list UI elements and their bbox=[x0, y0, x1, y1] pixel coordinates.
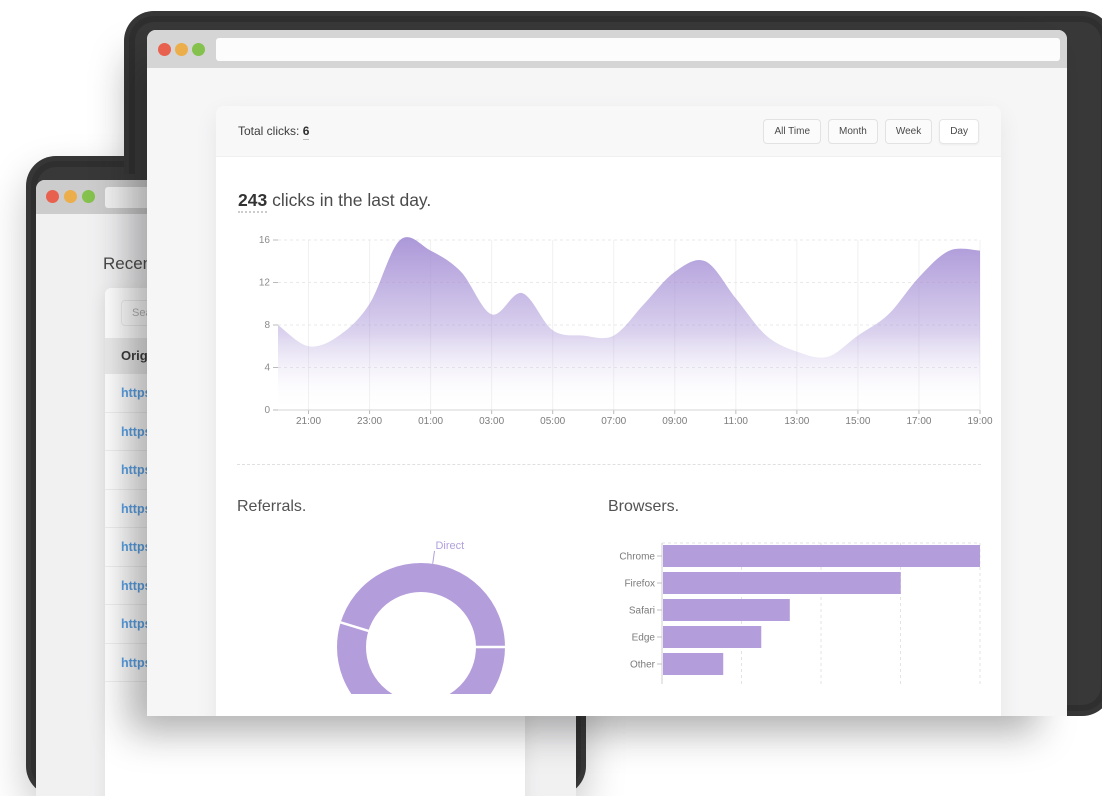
total-clicks-value: 6 bbox=[302, 124, 310, 140]
svg-text:4: 4 bbox=[264, 363, 270, 374]
svg-text:19:00: 19:00 bbox=[967, 416, 992, 427]
svg-text:05:00: 05:00 bbox=[540, 416, 565, 427]
front-browser: Total clicks: 6 All Time Month Week Day 243… bbox=[124, 11, 1102, 716]
filter-button-day[interactable]: Day bbox=[939, 118, 979, 144]
svg-text:13:00: 13:00 bbox=[784, 416, 809, 427]
clicks-count: 243 bbox=[238, 190, 268, 213]
svg-text:15:00: 15:00 bbox=[845, 416, 870, 427]
total-clicks-label: Total clicks: bbox=[238, 124, 300, 138]
front-browser-window: Total clicks: 6 All Time Month Week Day 243… bbox=[147, 30, 1067, 716]
front-titlebar bbox=[147, 30, 1067, 68]
svg-text:Direct: Direct bbox=[435, 540, 464, 552]
svg-text:8: 8 bbox=[264, 320, 270, 331]
traffic-light-maximize-icon[interactable] bbox=[82, 190, 95, 203]
traffic-light-minimize-icon[interactable] bbox=[175, 43, 188, 56]
clicks-headline: 243 clicks in the last day. bbox=[238, 190, 432, 213]
svg-text:01:00: 01:00 bbox=[418, 416, 443, 427]
svg-text:07:00: 07:00 bbox=[601, 416, 626, 427]
traffic-light-close-icon[interactable] bbox=[158, 43, 171, 56]
total-clicks: Total clicks: 6 bbox=[238, 124, 310, 140]
front-url-input[interactable] bbox=[216, 38, 1060, 61]
svg-text:Edge: Edge bbox=[632, 633, 656, 644]
svg-text:17:00: 17:00 bbox=[906, 416, 931, 427]
traffic-light-maximize-icon[interactable] bbox=[192, 43, 205, 56]
svg-text:Firefox: Firefox bbox=[624, 579, 655, 590]
svg-text:16: 16 bbox=[259, 235, 271, 246]
svg-text:11:00: 11:00 bbox=[724, 416, 749, 427]
filter-button-week[interactable]: Week bbox=[884, 118, 933, 144]
section-divider bbox=[237, 464, 981, 465]
svg-text:Safari: Safari bbox=[629, 606, 655, 617]
browsers-title: Browsers. bbox=[608, 498, 680, 515]
svg-text:Other: Other bbox=[630, 660, 656, 671]
clicks-headline-text: clicks in the last day. bbox=[267, 190, 432, 210]
clicks-area-chart: 21:00 23:00 01:00 03:00 05:00 07:00 09:00 11:00… bbox=[259, 235, 993, 427]
card-header: Total clicks: 6 All Time Month Week Day bbox=[216, 106, 1001, 157]
referrals-title: Referrals. bbox=[237, 498, 307, 515]
analytics-card: Total clicks: 6 All Time Month Week Day 243… bbox=[216, 106, 1001, 716]
browsers-bar-chart: Chrome Firefox Safari Edge Other bbox=[619, 542, 981, 684]
filter-button-all-time[interactable]: All Time bbox=[763, 118, 822, 144]
svg-text:03:00: 03:00 bbox=[479, 416, 504, 427]
referrals-donut-chart: Direct bbox=[337, 540, 507, 694]
dashboard-content: Total clicks: 6 All Time Month Week Day 243… bbox=[147, 68, 1067, 716]
svg-text:Chrome: Chrome bbox=[619, 552, 655, 563]
traffic-light-close-icon[interactable] bbox=[46, 190, 59, 203]
svg-text:12: 12 bbox=[259, 278, 271, 289]
traffic-light-minimize-icon[interactable] bbox=[64, 190, 77, 203]
filter-button-month[interactable]: Month bbox=[828, 118, 878, 144]
svg-text:23:00: 23:00 bbox=[357, 416, 382, 427]
svg-text:21:00: 21:00 bbox=[296, 416, 321, 427]
svg-text:09:00: 09:00 bbox=[662, 416, 687, 427]
svg-text:0: 0 bbox=[264, 405, 270, 416]
filter-group: All Time Month Week Day bbox=[763, 118, 979, 144]
